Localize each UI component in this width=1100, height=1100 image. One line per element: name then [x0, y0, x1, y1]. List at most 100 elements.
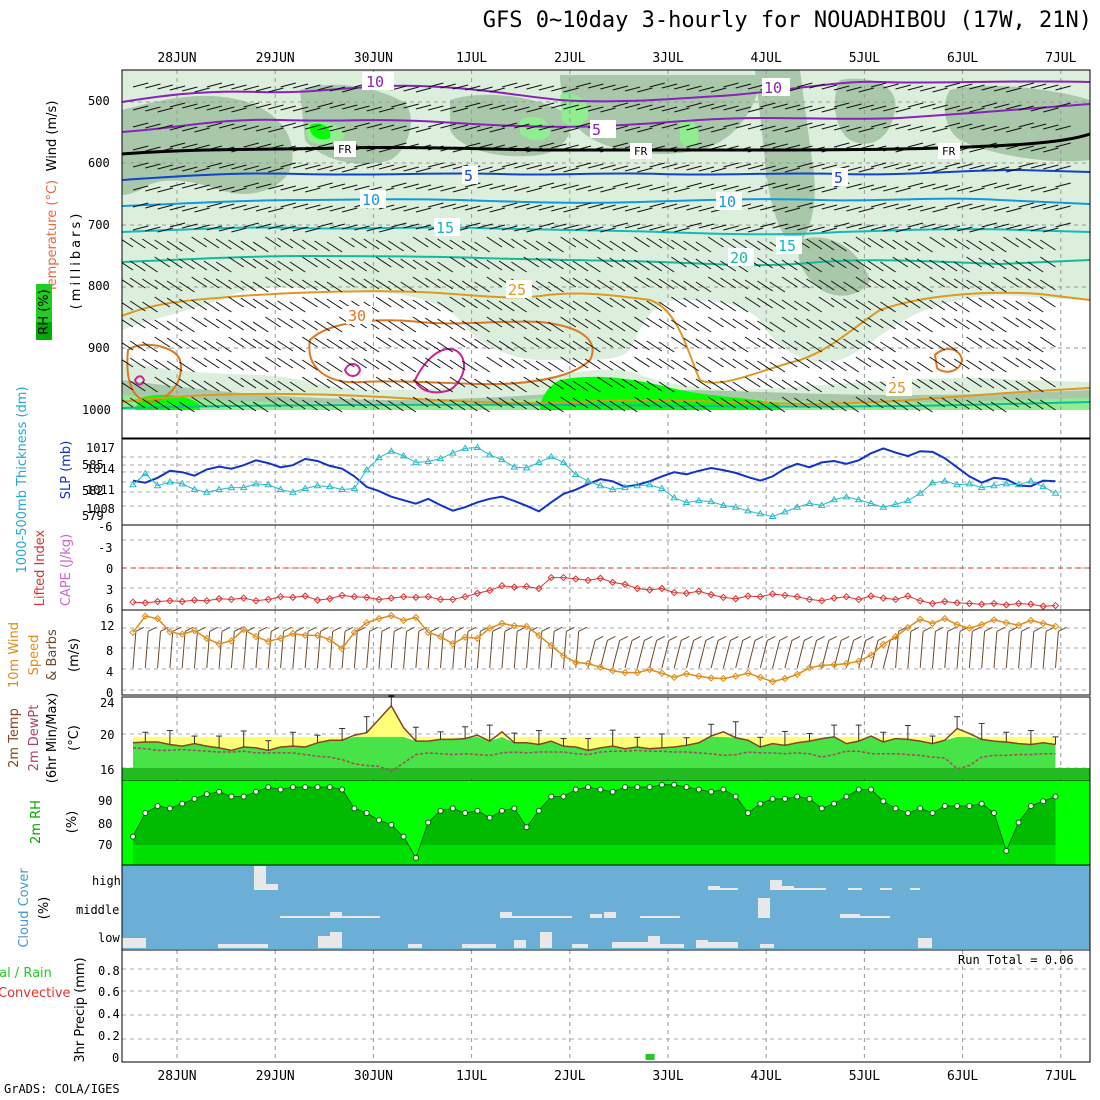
- wind10-barb: [661, 640, 670, 669]
- upper-wind-barb: [538, 142, 555, 148]
- upper-wind-barb: [511, 398, 527, 410]
- rh2m-marker: [978, 800, 985, 807]
- upper-wind-barb: [621, 361, 638, 373]
- upper-wind-barb: [981, 125, 998, 131]
- contour-label: 5: [834, 169, 843, 187]
- upper-wind-barb: [326, 401, 343, 413]
- upper-wind-barb: [412, 339, 429, 351]
- upper-wind-barb: [658, 261, 675, 273]
- upper-wind-barb: [867, 237, 884, 249]
- wind10-barb-flag: [246, 626, 255, 632]
- upper-wind-barb: [231, 187, 247, 193]
- rh2m-marker: [954, 802, 961, 809]
- upper-wind-barb: [867, 397, 884, 409]
- dewpoint-line: [132, 747, 1056, 773]
- upper-wind-barb: [523, 376, 540, 388]
- slp-line: [132, 447, 1056, 513]
- upper-wind-barb: [818, 336, 835, 348]
- rh2m-line: [132, 784, 1056, 860]
- upper-wind-barb: [154, 399, 171, 411]
- upper-wind-barb: [609, 297, 626, 309]
- upper-wind-barb: [1018, 105, 1034, 111]
- upper-wind-barb: [252, 258, 269, 270]
- li-marker: [854, 595, 863, 604]
- upper-wind-barb: [526, 147, 542, 153]
- upper-wind-barb: [182, 183, 198, 189]
- upper-wind-barb: [145, 146, 161, 152]
- upper-wind-barb: [548, 281, 564, 293]
- upper-wind-barb: [228, 376, 244, 388]
- upper-wind-barb: [621, 298, 638, 310]
- upper-wind-barb: [477, 166, 493, 172]
- wind10-barb: [329, 631, 334, 669]
- wind-marker: [436, 632, 445, 641]
- upper-wind-barb: [501, 162, 518, 168]
- upper-wind-barb: [830, 377, 847, 389]
- upper-wind-barb: [846, 166, 862, 172]
- upper-wind-barb: [449, 376, 466, 388]
- upper-wind-barb: [818, 256, 835, 268]
- wind10-barb: [686, 640, 695, 669]
- wind10-barb-flag: [840, 635, 850, 641]
- upper-wind-barb: [821, 124, 838, 130]
- upper-wind-barb: [993, 126, 1010, 132]
- upper-wind-barb: [206, 145, 223, 151]
- upper-wind-barb: [449, 239, 466, 251]
- y-tick-label: 16: [100, 763, 114, 777]
- upper-wind-barb: [846, 223, 862, 229]
- upper-wind-barb: [649, 162, 665, 168]
- upper-wind-barb: [157, 84, 173, 90]
- upper-wind-barb: [584, 381, 601, 393]
- upper-wind-barb: [412, 259, 429, 271]
- rh2m-marker: [1003, 847, 1010, 854]
- upper-wind-barb: [944, 162, 961, 168]
- thickness-marker: [325, 482, 334, 490]
- contour-label: 25: [888, 379, 906, 397]
- upper-wind-barb: [474, 321, 490, 333]
- upper-wind-barb: [169, 222, 186, 228]
- upper-wind-barb: [956, 106, 973, 112]
- upper-wind-barb: [166, 360, 183, 372]
- upper-wind-barb: [683, 297, 700, 309]
- upper-wind-barb: [587, 146, 604, 152]
- upper-wind-barb: [486, 396, 503, 408]
- upper-wind-barb: [1043, 147, 1059, 153]
- upper-wind-barb: [686, 125, 702, 131]
- thickness-marker: [129, 480, 137, 488]
- upper-wind-barb: [375, 399, 392, 411]
- wind10-barb-flag: [320, 626, 329, 632]
- upper-wind-barb: [981, 165, 998, 171]
- contour-label: 10: [362, 191, 380, 209]
- upper-wind-barb: [289, 318, 306, 330]
- upper-wind-barb: [624, 223, 641, 229]
- upper-wind-barb: [132, 82, 149, 88]
- rh2m-marker: [658, 781, 665, 788]
- upper-wind-barb: [1015, 260, 1032, 272]
- upper-wind-barb: [440, 83, 456, 89]
- upper-wind-barb: [215, 261, 232, 273]
- wind10-barb-flag: [270, 626, 280, 632]
- upper-wind-barb: [179, 321, 195, 333]
- upper-wind-barb: [425, 357, 441, 369]
- wind10-barb-flag: [406, 626, 415, 632]
- isotherm-bottom: [122, 401, 1090, 409]
- upper-wind-barb: [707, 339, 724, 351]
- upper-wind-barb: [671, 399, 687, 411]
- thickness-marker: [805, 499, 814, 506]
- upper-wind-barb: [400, 401, 417, 413]
- contour-label: 15: [778, 237, 796, 255]
- upper-wind-barb: [351, 277, 367, 289]
- isotherm-30-right: [933, 348, 964, 373]
- chart-title: GFS 0~10day 3-hourly for NOUADHIBOU (17W…: [482, 8, 1092, 33]
- contour-label: 20: [730, 249, 748, 267]
- upper-wind-barb: [449, 336, 466, 348]
- wind10-barb: [747, 640, 756, 669]
- thickness-marker: [658, 484, 666, 492]
- upper-wind-barb: [305, 187, 321, 193]
- upper-wind-barb: [277, 380, 294, 392]
- upper-wind-barb: [412, 316, 429, 328]
- wind10-barb: [353, 631, 358, 669]
- wind10-barb-flag: [910, 626, 920, 632]
- upper-wind-barb: [747, 227, 764, 233]
- wind10-barb-flag: [668, 635, 678, 641]
